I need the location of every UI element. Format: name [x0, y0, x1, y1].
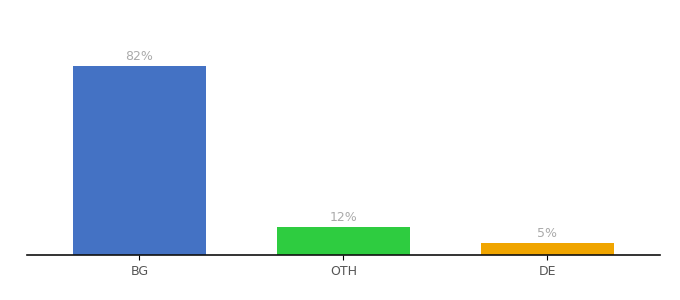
Bar — [73, 66, 206, 255]
Text: 5%: 5% — [537, 227, 558, 240]
Bar — [481, 244, 614, 255]
Text: 12%: 12% — [330, 211, 357, 224]
Bar — [277, 227, 409, 255]
Text: 82%: 82% — [126, 50, 153, 62]
